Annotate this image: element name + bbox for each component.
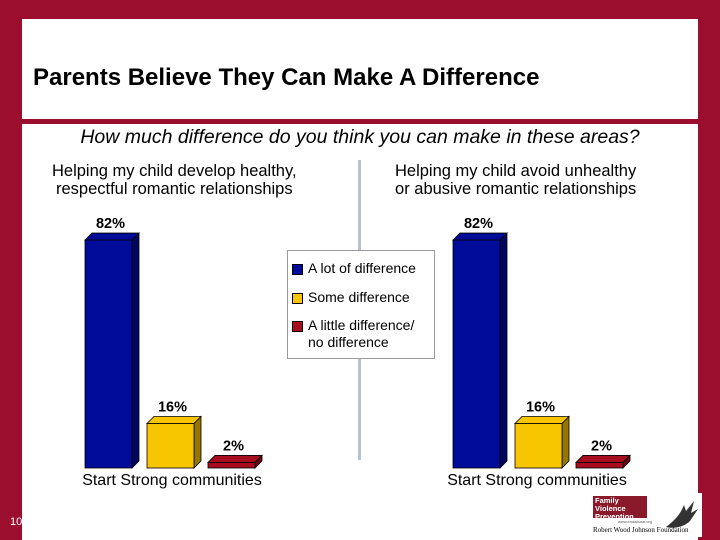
legend-label-a-lot: A lot of difference <box>308 260 416 276</box>
survey-question: How much difference do you think you can… <box>80 126 640 148</box>
bird-logo-icon <box>666 501 698 528</box>
legend-label-little-line-1: A little difference/ <box>308 317 415 333</box>
left-chart-title-line-2: respectful romantic relationships <box>55 180 293 198</box>
left-bar-2 <box>146 423 195 469</box>
footer-text: Start Strong Initiative – Summer 2009 – … <box>190 514 585 530</box>
left-bar-1-top <box>84 232 140 241</box>
left-bar-3-top <box>207 455 263 463</box>
logo-line-1: Family Violence <box>595 496 626 513</box>
left-bar-1-side <box>131 232 140 469</box>
right-chart-title-line-1: Helping my child avoid unhealthy <box>395 162 637 180</box>
right-chart-xlabel: Start Strong communities <box>447 472 627 489</box>
left-bar-2-top <box>146 416 202 424</box>
logo-url: www.endabuse.org <box>618 519 653 524</box>
legend-label-little: A little difference/ no difference <box>308 317 414 351</box>
right-bar-2-side <box>561 415 570 469</box>
legend-label-little-line-2: no difference <box>308 334 389 350</box>
title-box: Parents Believe They Can Make A Differen… <box>22 19 698 119</box>
right-chart-title-line-2: or abusive romantic relationships <box>395 180 637 198</box>
logo-rwj-text: Robert Wood Johnson Foundation <box>593 526 689 534</box>
left-bar-1 <box>84 239 133 469</box>
right-bar-1-top <box>452 232 508 241</box>
left-bar-2-value-label: 16% <box>158 400 187 416</box>
right-bar-3-top <box>575 455 631 463</box>
slide-title: Parents Believe They Can Make A Differen… <box>33 64 540 91</box>
right-bar-2-value-label: 16% <box>526 400 555 416</box>
right-bar-2 <box>514 423 563 469</box>
left-bar-3-value-label: 2% <box>223 438 244 454</box>
sponsor-logo: Family Violence Prevention Fund www.enda… <box>590 493 702 537</box>
right-chart-title: Helping my child avoid unhealthy or abus… <box>395 162 636 198</box>
right-bar-1 <box>452 239 501 469</box>
right-bar-1-value-label: 82% <box>464 216 493 232</box>
legend-swatch-a-lot <box>292 264 303 275</box>
left-chart-title: Helping my child develop healthy, respec… <box>52 162 297 198</box>
left-bar-2-side <box>193 415 202 469</box>
right-bar-2-top <box>514 416 570 424</box>
right-bar-3-value-label: 2% <box>591 438 612 454</box>
content-area: How much difference do you think you can… <box>22 124 698 540</box>
left-chart-xlabel: Start Strong communities <box>82 472 262 489</box>
footer-text-main: Start Strong Initiative – Summer 2009 – … <box>190 514 566 530</box>
legend-label-some: Some difference <box>308 289 410 305</box>
logo-line-2: Prevention Fund <box>595 512 634 529</box>
legend-swatch-little <box>292 321 303 332</box>
left-bar-1-value-label: 82% <box>96 216 125 232</box>
legend: A lot of difference Some difference A li… <box>287 250 435 359</box>
legend-swatch-some <box>292 293 303 304</box>
bar-charts: 82% 16% 2% Start Strong communities 82% 16% 2%… <box>82 216 631 489</box>
right-bar-3 <box>575 462 624 469</box>
left-bar-3 <box>207 462 256 469</box>
page-number: 10 <box>10 516 23 528</box>
left-chart-title-line-1: Helping my child develop healthy, <box>52 162 297 180</box>
right-bar-1-side <box>499 232 508 469</box>
footer-text-italic: for <box>565 514 585 530</box>
fvpf-logo-box: Family Violence Prevention Fund <box>593 496 647 529</box>
